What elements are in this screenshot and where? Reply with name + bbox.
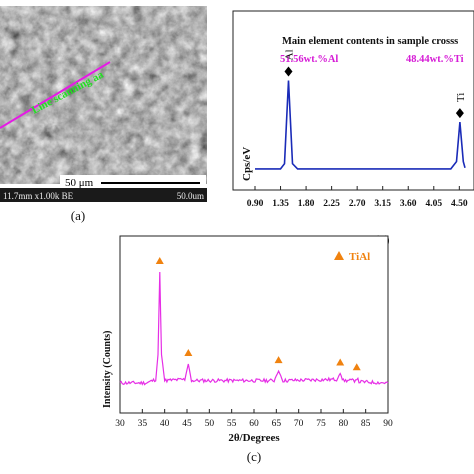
- eds-x-tick-label: 3.15: [374, 199, 391, 209]
- xrd-x-tick-label: 45: [182, 419, 192, 429]
- xrd-x-tick-label: 35: [138, 419, 148, 429]
- xrd-pattern-panel: Intensity (Counts) 2θ/Degrees TiAl 30 35 4…: [96, 232, 474, 467]
- caption-a: (a): [70, 208, 86, 223]
- eds-x-tick-label: 1.80: [298, 199, 315, 209]
- xrd-x-tick-label: 85: [361, 419, 371, 429]
- xrd-peak-marker-icon: [184, 349, 193, 357]
- sem-footer-right: 50.0um: [177, 191, 204, 201]
- xrd-xlabel: 2θ/Degrees: [228, 432, 280, 444]
- scale-bar-box: [60, 175, 206, 188]
- xrd-peak-marker-icon: [336, 358, 345, 366]
- xrd-x-tick-label: 90: [383, 419, 393, 429]
- xrd-legend-label: TiAl: [349, 251, 370, 263]
- eds-series-line: [255, 80, 466, 170]
- eds-ti-content: 48.44wt.%Ti: [406, 54, 464, 65]
- eds-plot-area: Al Ti: [255, 49, 467, 170]
- xrd-peak-marker-icon: [155, 257, 164, 264]
- legend-marker-icon: [334, 251, 344, 260]
- eds-ylabel: Cps/eV: [241, 147, 253, 181]
- eds-peak-diamond-icon: [284, 66, 293, 77]
- xrd-x-tick-label: 40: [160, 419, 170, 429]
- eds-al-content: 51.56wt.%Al: [280, 54, 338, 65]
- eds-x-tick-label: 3.60: [400, 199, 417, 209]
- xrd-chart: Intensity (Counts) 2θ/Degrees TiAl 30 35 4…: [102, 235, 393, 464]
- eds-x-tick-label: 2.70: [349, 199, 366, 209]
- eds-title: Main element contents in sample crosss: [282, 36, 458, 47]
- xrd-x-tick-label: 65: [272, 419, 282, 429]
- sem-image: Line scanning aa 50 μm 11.7mm x1.00k BE …: [0, 6, 207, 202]
- sem-footer: [0, 188, 207, 202]
- caption-c: (c): [247, 449, 261, 464]
- eds-peak-diamond-icon: [455, 108, 464, 119]
- xrd-series-line: [119, 271, 389, 386]
- sem-texture: [0, 6, 207, 184]
- sem-footer-left: 11.7mm x1.00k BE: [3, 191, 74, 201]
- eds-x-ticks: 0.90 1.35 1.80 2.25 2.70 3.15 3.60 4.05 4.50: [247, 186, 468, 209]
- xrd-x-tick-label: 80: [339, 419, 349, 429]
- eds-spectrum-panel: Main element contents in sample crosss 5…: [222, 6, 474, 216]
- xrd-frame: [119, 235, 389, 414]
- sem-micrograph-panel: Line scanning aa 50 μm 11.7mm x1.00k BE …: [0, 6, 207, 202]
- xrd-x-tick-label: 75: [316, 419, 326, 429]
- xrd-plot-area: [119, 257, 389, 386]
- xrd-x-tick-label: 30: [115, 419, 125, 429]
- scale-bar-label: 50 μm: [65, 177, 94, 189]
- eds-peak-label: Al: [283, 49, 295, 60]
- line-scan: [0, 61, 111, 129]
- xrd-peak-marker-icon: [274, 356, 283, 364]
- eds-x-tick-label: 0.90: [247, 199, 264, 209]
- eds-frame: [232, 10, 474, 191]
- eds-x-tick-label: 2.25: [323, 199, 340, 209]
- xrd-x-tick-label: 50: [205, 419, 215, 429]
- xrd-x-tick-label: 70: [294, 419, 304, 429]
- eds-peak-label: Ti: [455, 93, 467, 102]
- eds-x-tick-label: 4.05: [425, 199, 442, 209]
- xrd-x-tick-label: 60: [249, 419, 259, 429]
- eds-x-tick-label: 1.35: [272, 199, 289, 209]
- eds-x-tick-label: 4.50: [451, 199, 468, 209]
- xrd-peak-marker-icon: [352, 363, 361, 371]
- xrd-x-tick-label: 55: [227, 419, 237, 429]
- eds-chart: Main element contents in sample crosss 5…: [232, 10, 474, 209]
- xrd-x-ticks: 30 35 40 45 50 55 60 65 70 75 80 85 90: [115, 409, 393, 429]
- xrd-ylabel: Intensity (Counts): [102, 330, 113, 408]
